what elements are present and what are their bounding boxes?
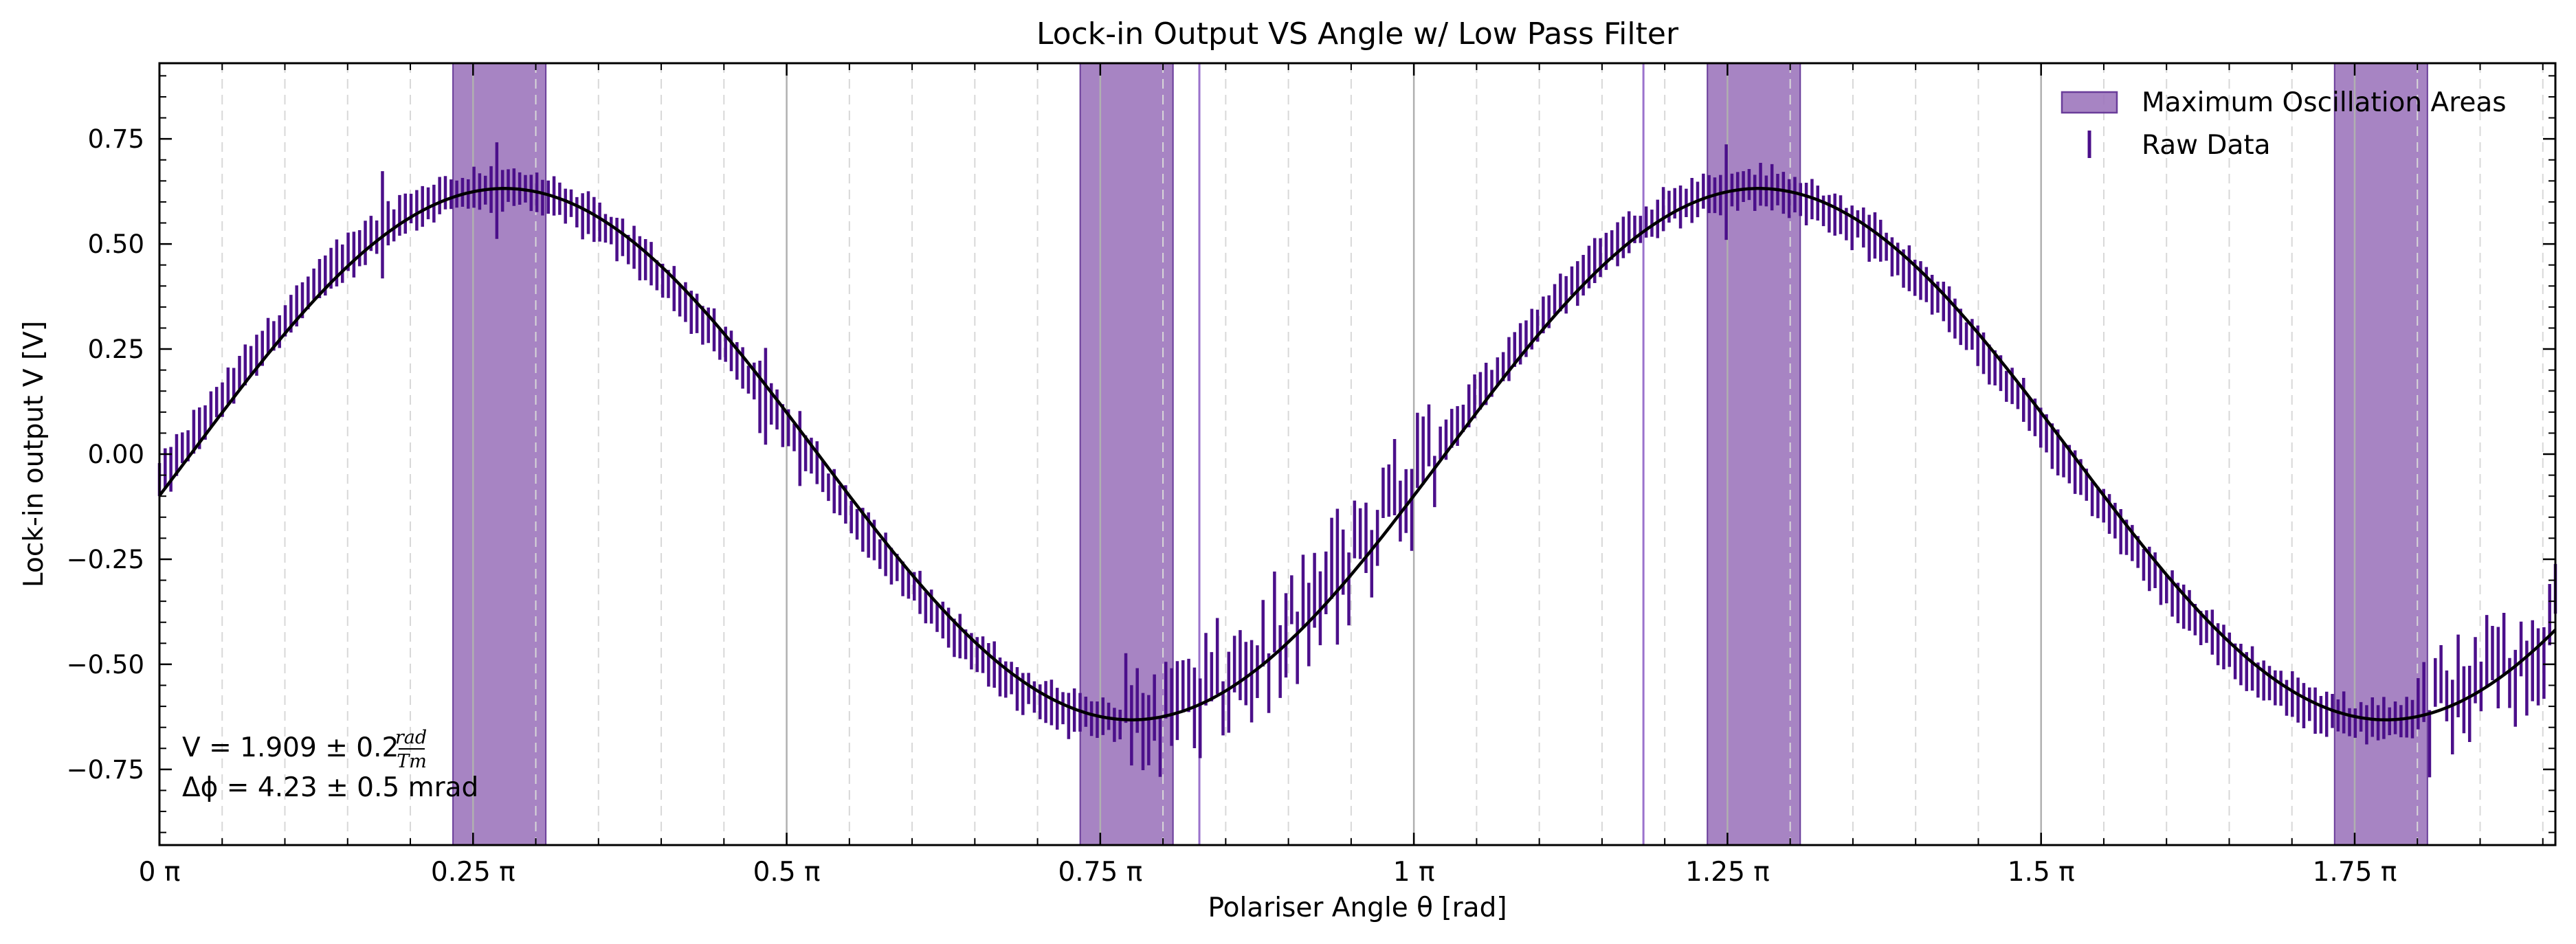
legend-label-raw: Raw Data	[2142, 130, 2271, 161]
x-tick-label: 1 π	[1393, 857, 1435, 888]
chart-title: Lock-in Output VS Angle w/ Low Pass Filt…	[1036, 16, 1679, 52]
y-tick-label: −0.75	[67, 755, 144, 785]
x-axis-label: Polariser Angle θ [rad]	[1208, 892, 1507, 923]
legend: Maximum Oscillation Areas Raw Data	[2061, 87, 2507, 161]
x-tick-label: 0.25 π	[431, 857, 515, 888]
y-tick-label: 0.00	[88, 440, 144, 469]
x-tick-label: 0.5 π	[753, 857, 821, 888]
annotation-line-1: V = 1.909 ± 0.2	[182, 732, 399, 763]
axis-ticks	[158, 63, 2555, 845]
x-tick-label: 0 π	[139, 857, 181, 888]
fit-curve	[158, 187, 2557, 721]
annotation-unit-numerator: rad	[395, 727, 427, 748]
x-tick-label: 0.75 π	[1058, 857, 1142, 888]
x-tick-label: 1.25 π	[1685, 857, 1770, 888]
x-tick-label: 1.5 π	[2008, 857, 2075, 888]
annotation-unit-denominator: Tm	[397, 751, 427, 772]
y-tick-label: −0.50	[67, 650, 144, 679]
fit-annotation: V = 1.909 ± 0.2 rad Tm Δϕ = 4.23 ± 0.5 m…	[182, 727, 478, 803]
y-tick-label: 0.75	[88, 124, 144, 154]
y-tick-label: 0.50	[88, 229, 144, 259]
y-axis-label: Lock-in output V [V]	[19, 321, 49, 587]
y-tick-label: −0.25	[67, 545, 144, 574]
y-tick-label: 0.25	[88, 335, 144, 364]
legend-label-shaded: Maximum Oscillation Areas	[2142, 87, 2507, 118]
tick-labels: 0 π 0.25 π 0.5 π 0.75 π 1 π 1.25 π 1.5 π 1.75 π…	[67, 124, 2397, 888]
x-tick-label: 1.75 π	[2313, 857, 2397, 888]
annotation-line-2: Δϕ = 4.23 ± 0.5 mrad	[182, 772, 478, 803]
legend-swatch-shaded	[2061, 91, 2118, 114]
